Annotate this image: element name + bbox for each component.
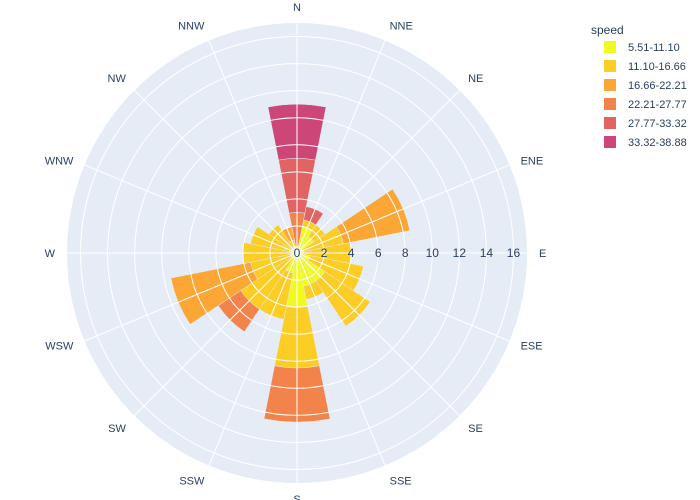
bar-ene-series-3 xyxy=(336,188,411,245)
direction-labels: N NNE NE ENE E ESE SE SSE S SSW SW WSW W WNW NW NNW xyxy=(45,2,547,500)
grid-layer xyxy=(67,23,527,483)
direction-label-w: W xyxy=(45,248,56,260)
legend-label: 33.32-38.88 xyxy=(628,137,687,149)
radial-tick-label: 0 xyxy=(294,246,301,260)
grid-spoke xyxy=(296,252,386,466)
direction-label-wnw: WNW xyxy=(45,155,74,167)
grid-spoke xyxy=(296,40,386,254)
legend-label: 27.77-33.32 xyxy=(628,118,687,130)
legend-label: 11.10-16.66 xyxy=(628,61,686,73)
legend-swatch xyxy=(604,79,616,91)
direction-label-ne: NE xyxy=(468,73,483,85)
direction-label-ssw: SSW xyxy=(179,476,205,488)
grid-spoke xyxy=(84,164,298,254)
legend-swatch xyxy=(604,117,616,129)
legend-label: 5.51-11.10 xyxy=(628,42,680,54)
legend-swatch xyxy=(604,98,616,110)
radial-tick-label: 12 xyxy=(453,246,467,260)
radial-tick-label: 4 xyxy=(348,246,355,260)
direction-label-se: SE xyxy=(468,423,483,435)
legend-title: speed xyxy=(591,23,624,37)
legend-swatch xyxy=(604,41,616,53)
grid-spoke xyxy=(296,90,460,254)
grid-spoke xyxy=(134,90,298,254)
direction-label-ese: ESE xyxy=(521,341,543,353)
radial-tick-label: 16 xyxy=(507,246,521,260)
direction-label-nne: NNE xyxy=(390,20,413,32)
grid-spoke xyxy=(208,40,298,254)
legend-label: 22.21-27.77 xyxy=(628,99,687,111)
legend-swatch xyxy=(604,60,616,72)
direction-label-ene: ENE xyxy=(521,155,544,167)
direction-label-n: N xyxy=(293,2,301,14)
radial-tick-label: 14 xyxy=(480,246,494,260)
grid-spoke xyxy=(84,252,298,342)
direction-label-e: E xyxy=(539,248,546,260)
grid-spoke xyxy=(296,252,460,416)
bar-sse-series-2 xyxy=(303,280,324,300)
grid-spoke xyxy=(208,252,298,466)
radial-tick-labels: 0 2 4 6 8 10 12 14 16 xyxy=(294,246,521,260)
legend-label: 16.66-22.21 xyxy=(628,80,687,92)
legend: speed 5.51-11.10 11.10-16.66 16.66-22.21 22… xyxy=(591,23,687,149)
radial-tick-label: 10 xyxy=(426,246,440,260)
bar-nne-series-5 xyxy=(303,206,324,226)
radial-tick-label: 6 xyxy=(375,246,382,260)
direction-label-nw: NW xyxy=(108,73,127,85)
grid-spoke xyxy=(134,252,298,416)
direction-label-s: S xyxy=(293,494,300,500)
direction-label-sse: SSE xyxy=(390,476,412,488)
radial-tick-label: 8 xyxy=(402,246,409,260)
radial-tick-label: 2 xyxy=(321,246,328,260)
grid-spoke xyxy=(296,252,510,342)
grid-spoke xyxy=(296,164,510,254)
legend-swatch xyxy=(604,136,616,148)
direction-label-nnw: NNW xyxy=(178,20,205,32)
direction-label-sw: SW xyxy=(108,423,126,435)
direction-label-wsw: WSW xyxy=(45,341,74,353)
